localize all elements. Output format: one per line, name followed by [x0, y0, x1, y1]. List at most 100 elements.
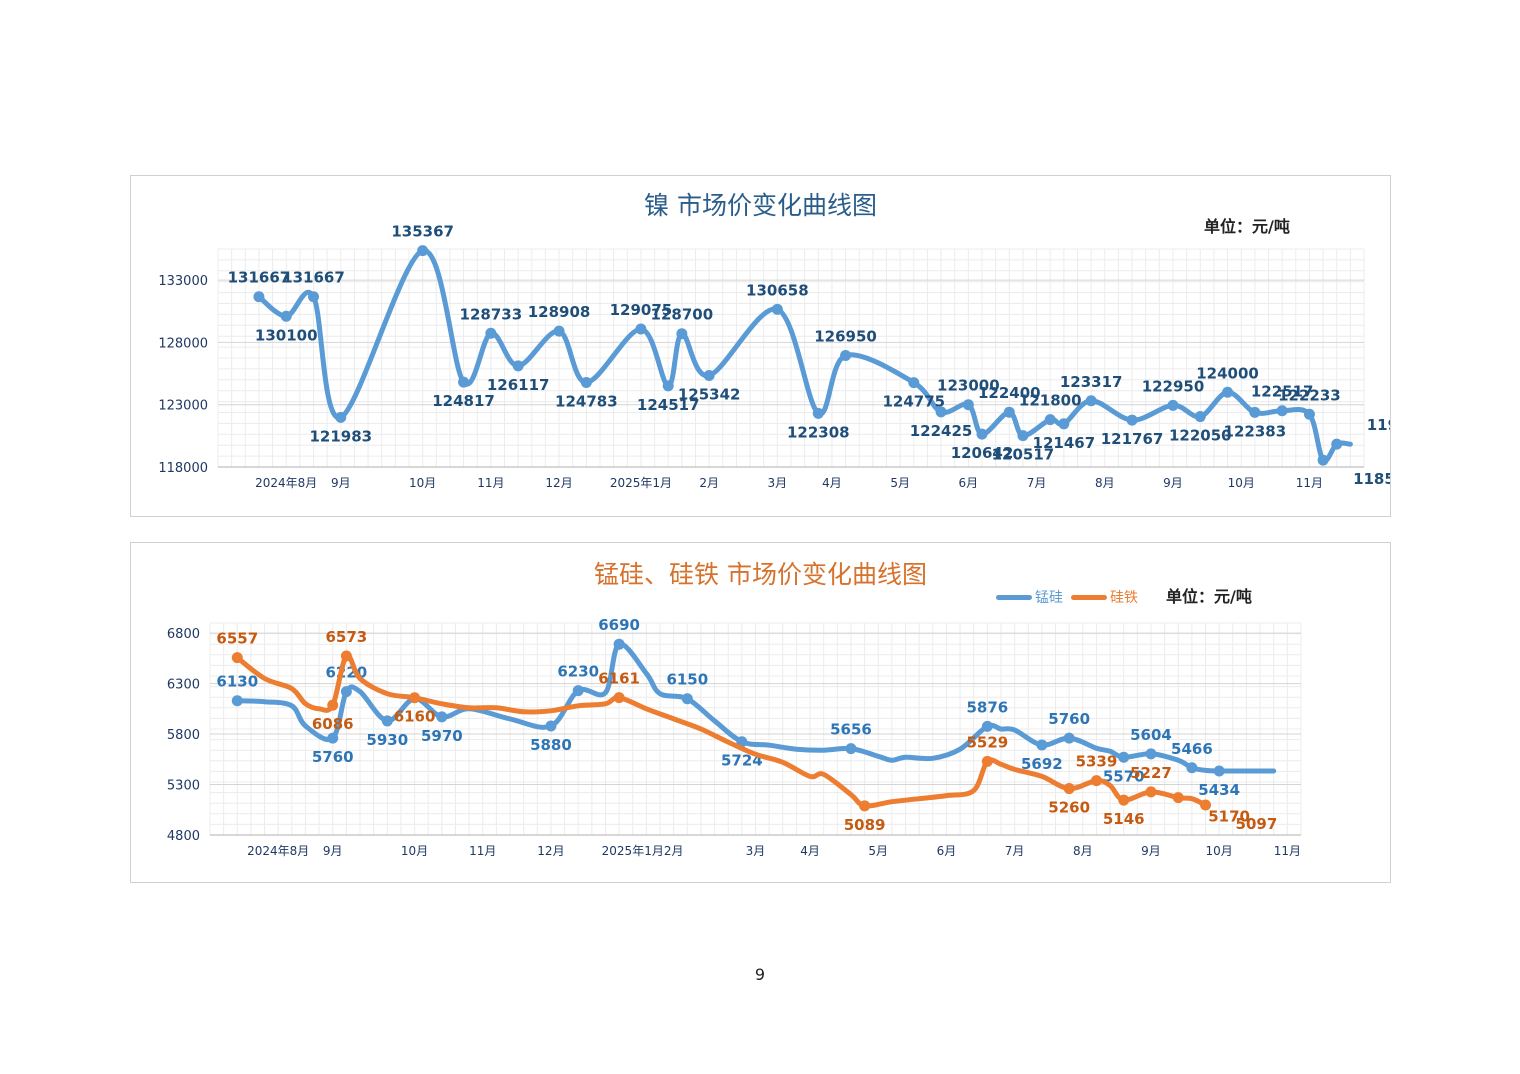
data-point [840, 350, 852, 362]
legend-label-fesi: 硅铁 [1110, 590, 1138, 606]
data-label: 6160 [394, 708, 436, 726]
data-label: 5466 [1171, 740, 1213, 758]
data-label: 121467 [1033, 434, 1096, 452]
data-point [231, 652, 243, 664]
x-tick-label: 8月 [1095, 476, 1115, 490]
x-tick-label: 7月 [1005, 844, 1025, 858]
data-label: 5339 [1076, 753, 1118, 771]
data-point [1145, 748, 1157, 760]
data-point [1186, 762, 1198, 774]
x-tick-label: 9月 [331, 476, 351, 490]
data-label: 131667 [228, 269, 291, 287]
data-label: 5089 [844, 816, 886, 834]
data-point [340, 686, 352, 698]
x-tick-label: 2025年1月 [602, 844, 664, 858]
unit-label: 单位：元/吨 [1204, 217, 1290, 236]
data-label: 124783 [555, 393, 618, 411]
y-tick-label: 6800 [167, 627, 200, 642]
data-point [1303, 408, 1315, 420]
x-tick-label: 4月 [800, 844, 820, 858]
data-point [935, 406, 947, 418]
x-tick-label: 9月 [1141, 844, 1161, 858]
y-tick-label: 133000 [158, 274, 208, 289]
x-tick-label: 2024年8月 [247, 844, 309, 858]
nickel-line-chart: 118000 123000 128000 133000 2024年8月 9月 10月 11月 1… [158, 223, 1390, 490]
data-label: 128700 [651, 306, 714, 324]
data-point [1317, 454, 1329, 466]
data-label: 5724 [721, 752, 763, 770]
data-label: 5692 [1021, 755, 1063, 773]
data-label: 5880 [530, 736, 572, 754]
data-label: 129075 [610, 301, 673, 319]
x-tick-label: 2月 [664, 844, 684, 858]
data-label: 124000 [1196, 364, 1259, 382]
data-point [327, 732, 339, 744]
chart-title: 锰硅、硅铁 市场价变化曲线图 [594, 560, 927, 589]
data-point [635, 323, 647, 335]
data-label: 5760 [1048, 710, 1090, 728]
data-point [580, 377, 592, 389]
data-label: 126117 [487, 376, 550, 394]
data-label: 6573 [326, 628, 368, 646]
y-tick-label: 5800 [167, 728, 200, 743]
data-label: 6690 [598, 616, 640, 634]
data-label: 130658 [746, 281, 809, 299]
data-label: 6130 [216, 673, 258, 691]
data-label: 119833 [1367, 416, 1390, 434]
plot-grid [209, 622, 1302, 836]
data-point [981, 720, 993, 732]
data-label: 130100 [255, 326, 318, 344]
data-point [1090, 775, 1102, 787]
data-label: 5227 [1130, 764, 1172, 782]
data-point [613, 692, 625, 704]
data-point [253, 291, 265, 303]
data-point [1222, 386, 1234, 398]
data-label: 6557 [216, 630, 258, 648]
data-label: 122950 [1142, 377, 1205, 395]
data-label: 124517 [637, 396, 700, 414]
y-tick-label: 128000 [158, 336, 208, 351]
data-point [771, 303, 783, 315]
data-point [1063, 783, 1075, 795]
data-label: 124817 [432, 392, 495, 410]
nickel-chart-panel: 镍 市场价变化曲线图 单位：元/吨 118000 123000 128000 1330… [130, 175, 1391, 517]
data-point [845, 743, 857, 755]
data-point [458, 376, 470, 388]
x-tick-label: 3月 [746, 844, 766, 858]
data-point [1213, 765, 1225, 777]
x-tick-label: 11月 [469, 844, 496, 858]
legend-swatch-fesi [1071, 594, 1107, 600]
data-label: 126950 [814, 328, 877, 346]
data-point [812, 407, 824, 419]
alloy-line-chart: 4800 5300 5800 6300 6800 2024年8月 9月 10月 11月 12月 20… [167, 616, 1302, 858]
data-label: 121767 [1101, 430, 1164, 448]
data-label: 123000 [937, 377, 1000, 395]
data-label: 5604 [1130, 726, 1172, 744]
data-point [485, 327, 497, 339]
data-label: 5970 [421, 727, 463, 745]
data-label: 6161 [598, 670, 640, 688]
series-line-0 [256, 248, 1353, 464]
data-label: 122425 [910, 422, 973, 440]
data-label: 5656 [830, 721, 872, 739]
data-point [327, 699, 339, 711]
x-tick-label: 2月 [699, 476, 719, 490]
legend-label-mnsi: 锰硅 [1035, 590, 1063, 606]
data-point [409, 692, 421, 704]
data-label: 122050 [1169, 427, 1232, 445]
data-point [1036, 739, 1048, 751]
data-point [1194, 411, 1206, 423]
x-tick-label: 12月 [545, 476, 572, 490]
data-point [1044, 414, 1056, 426]
y-tick-label: 6300 [167, 678, 200, 693]
data-point [1331, 438, 1343, 450]
unit-label: 单位：元/吨 [1166, 587, 1252, 606]
data-label: 5570 [1103, 767, 1145, 785]
y-tick-label: 5300 [167, 779, 200, 794]
data-point [553, 325, 565, 337]
data-label: 5876 [966, 698, 1008, 716]
data-point [417, 245, 429, 257]
x-tick-label: 10月 [409, 476, 436, 490]
x-tick-label: 9月 [1163, 476, 1183, 490]
data-label: 5529 [966, 733, 1008, 751]
